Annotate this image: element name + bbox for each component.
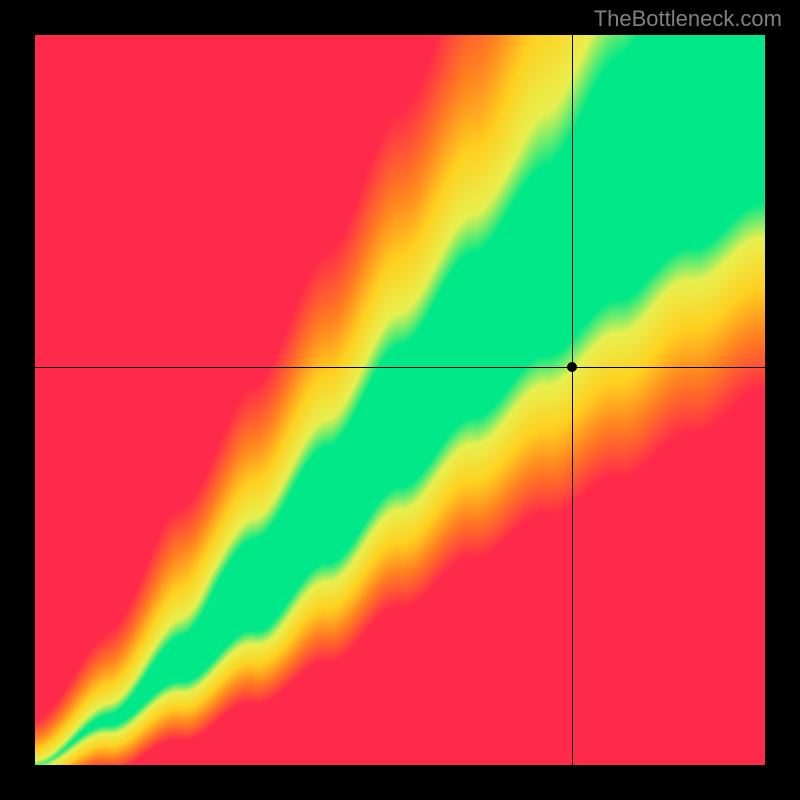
crosshair-horizontal [35,367,765,368]
watermark-text: TheBottleneck.com [594,6,782,32]
bottleneck-heatmap [35,35,765,765]
marker-dot [567,362,577,372]
crosshair-vertical [572,35,573,765]
chart-area [35,35,765,765]
